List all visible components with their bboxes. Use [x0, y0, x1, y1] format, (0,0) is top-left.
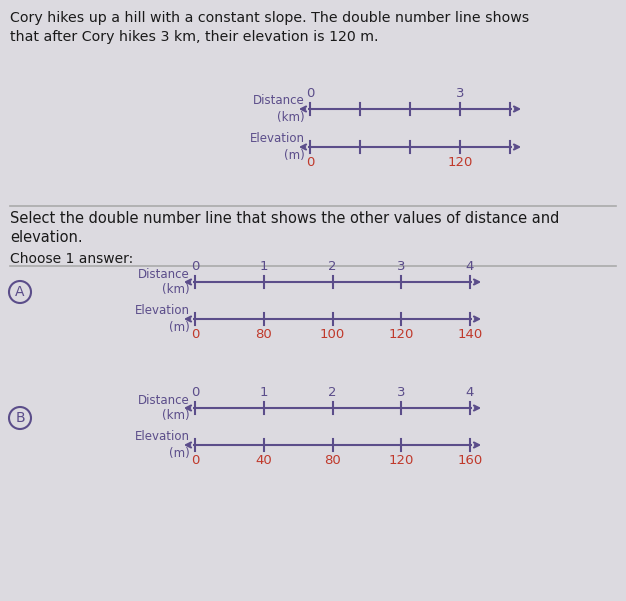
Text: 1: 1: [260, 386, 268, 399]
Text: Distance
(km): Distance (km): [254, 94, 305, 123]
Text: B: B: [15, 411, 25, 425]
Text: Elevation
(m): Elevation (m): [135, 430, 190, 460]
Text: 120: 120: [389, 454, 414, 467]
Text: 2: 2: [328, 260, 337, 273]
Text: 0: 0: [191, 454, 199, 467]
Text: 4: 4: [466, 260, 474, 273]
Circle shape: [9, 407, 31, 429]
Text: 3: 3: [397, 386, 406, 399]
Text: 80: 80: [324, 454, 341, 467]
Text: that after Cory hikes 3 km, their elevation is 120 m.: that after Cory hikes 3 km, their elevat…: [10, 30, 379, 44]
Text: Elevation
(m): Elevation (m): [250, 132, 305, 162]
Text: A: A: [15, 285, 25, 299]
Text: Distance
(km): Distance (km): [138, 267, 190, 296]
Text: 0: 0: [306, 156, 314, 169]
Text: Distance
(km): Distance (km): [138, 394, 190, 423]
Text: 100: 100: [320, 328, 345, 341]
Text: Cory hikes up a hill with a constant slope. The double number line shows: Cory hikes up a hill with a constant slo…: [10, 11, 529, 25]
Text: 80: 80: [255, 328, 272, 341]
Text: 40: 40: [255, 454, 272, 467]
Text: 160: 160: [458, 454, 483, 467]
Text: elevation.: elevation.: [10, 230, 83, 245]
Text: 120: 120: [389, 328, 414, 341]
Text: 0: 0: [191, 328, 199, 341]
Text: 3: 3: [456, 87, 464, 100]
Text: Select the double number line that shows the other values of distance and: Select the double number line that shows…: [10, 211, 560, 226]
Text: 2: 2: [328, 386, 337, 399]
Circle shape: [9, 281, 31, 303]
Text: 4: 4: [466, 386, 474, 399]
Text: 0: 0: [306, 87, 314, 100]
Text: 120: 120: [448, 156, 473, 169]
Text: Elevation
(m): Elevation (m): [135, 305, 190, 334]
Text: 3: 3: [397, 260, 406, 273]
Text: 1: 1: [260, 260, 268, 273]
Text: 140: 140: [458, 328, 483, 341]
Text: Choose 1 answer:: Choose 1 answer:: [10, 252, 133, 266]
Text: 0: 0: [191, 386, 199, 399]
Text: 0: 0: [191, 260, 199, 273]
